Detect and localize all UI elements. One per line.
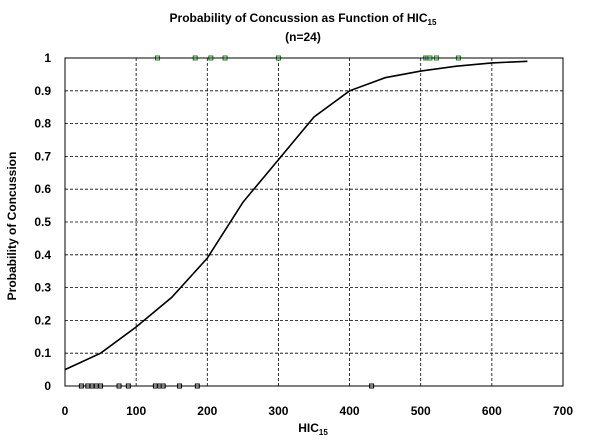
y-tick-label: 0.5 (34, 215, 51, 229)
x-axis-label: HIC15 (298, 421, 328, 437)
x-tick-label: 600 (482, 404, 502, 418)
x-tick-label: 500 (411, 404, 431, 418)
chart-subtitle: (n=24) (285, 30, 321, 44)
x-tick-label: 0 (62, 404, 69, 418)
chart-title-main: Probability of Concussion as Function of… (170, 11, 428, 25)
y-tick-label: 0.2 (34, 313, 51, 327)
chart-title-sub: 15 (428, 18, 437, 27)
chart-title: Probability of Concussion as Function of… (170, 11, 437, 27)
tick-labels: 0 0.1 0.2 0.3 0.4 0.5 0.6 0.7 0.8 0.9 1 0 100 200 300 4… (34, 51, 573, 418)
y-tick-label: 0.7 (34, 149, 51, 163)
y-tick-label: 0.6 (34, 182, 51, 196)
y-tick-label: 0.8 (34, 117, 51, 131)
y-tick-label: 0.9 (34, 84, 51, 98)
y-tick-label: 0.1 (34, 346, 51, 360)
x-axis-label-sub: 15 (319, 428, 328, 437)
x-axis-label-main: HIC (298, 421, 319, 435)
y-tick-label: 0.3 (34, 281, 51, 295)
y-tick-label: 0 (44, 379, 51, 393)
plot-frame (64, 57, 564, 387)
y-axis-label: Probability of Concussion (5, 152, 19, 301)
curve-layer (64, 60, 528, 371)
x-tick-label: 100 (126, 404, 146, 418)
fitted-curve (64, 60, 528, 371)
x-tick-label: 300 (268, 404, 288, 418)
grid-lines (65, 58, 563, 386)
x-tick-label: 200 (197, 404, 217, 418)
y-tick-label: 0.4 (34, 248, 51, 262)
x-tick-label: 400 (340, 404, 360, 418)
x-tick-label: 700 (553, 404, 573, 418)
y-tick-label: 1 (44, 51, 51, 65)
